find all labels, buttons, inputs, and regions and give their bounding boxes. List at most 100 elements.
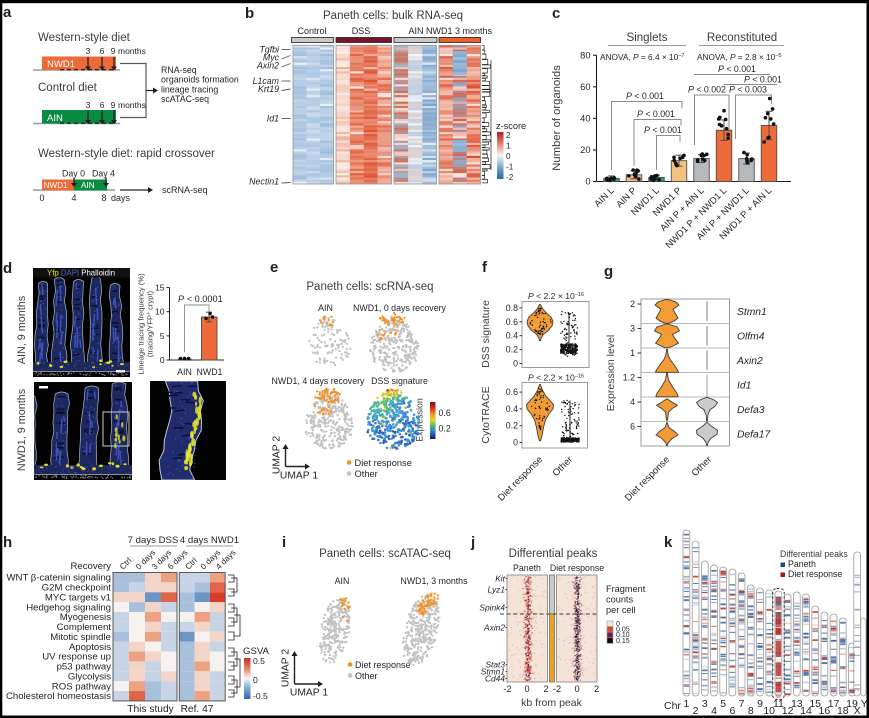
svg-text:7: 7 bbox=[739, 698, 745, 710]
svg-text:Ref. 47: Ref. 47 bbox=[181, 704, 214, 715]
svg-text:k: k bbox=[664, 534, 673, 551]
svg-text:ANOVA, P = 2.8 × 10–5: ANOVA, P = 2.8 × 10–5 bbox=[697, 52, 781, 62]
svg-text:ROS pathway: ROS pathway bbox=[52, 681, 111, 692]
svg-text:h: h bbox=[3, 534, 12, 551]
svg-text:4: 4 bbox=[630, 397, 635, 407]
svg-text:Cd44: Cd44 bbox=[485, 674, 505, 684]
svg-text:a: a bbox=[3, 4, 12, 21]
svg-text:G2M checkpoint: G2M checkpoint bbox=[42, 583, 112, 594]
svg-text:P < 2.2 × 10–16: P < 2.2 × 10–16 bbox=[528, 373, 584, 383]
svg-text:Diet response: Diet response bbox=[355, 458, 412, 468]
svg-text:0.4: 0.4 bbox=[506, 404, 518, 414]
svg-text:Recovery: Recovery bbox=[70, 561, 111, 572]
svg-text:0: 0 bbox=[506, 152, 511, 161]
svg-text:0: 0 bbox=[616, 621, 620, 628]
svg-text:e: e bbox=[270, 259, 278, 276]
svg-text:16: 16 bbox=[819, 705, 831, 717]
svg-text:8: 8 bbox=[101, 193, 106, 203]
svg-text:17: 17 bbox=[828, 698, 840, 710]
svg-text:19: 19 bbox=[846, 698, 858, 710]
svg-text:Paneth cells: bulk RNA-seq: Paneth cells: bulk RNA-seq bbox=[323, 10, 463, 22]
svg-text:AIN: AIN bbox=[335, 576, 350, 586]
svg-text:20: 20 bbox=[580, 145, 590, 155]
svg-text:0.2: 0.2 bbox=[506, 421, 518, 431]
svg-text:scRNA-seq: scRNA-seq bbox=[162, 185, 208, 195]
svg-text:AIN: AIN bbox=[81, 181, 95, 190]
svg-text:AIN: AIN bbox=[408, 26, 423, 36]
svg-text:0: 0 bbox=[160, 355, 165, 365]
svg-text:Paneth cells: scRNA-seq: Paneth cells: scRNA-seq bbox=[306, 281, 433, 293]
svg-text:AIN: AIN bbox=[47, 113, 63, 124]
svg-text:Stat3: Stat3 bbox=[485, 660, 505, 670]
svg-text:AIN: AIN bbox=[177, 367, 192, 377]
svg-text:days: days bbox=[111, 193, 131, 203]
svg-text:p53 pathway: p53 pathway bbox=[57, 662, 112, 673]
svg-text:NWD1: NWD1 bbox=[47, 59, 75, 70]
svg-text:g: g bbox=[604, 263, 613, 280]
svg-text:P < 0.0001: P < 0.0001 bbox=[178, 294, 223, 304]
svg-text:6: 6 bbox=[100, 46, 105, 56]
svg-text:9: 9 bbox=[111, 46, 116, 56]
svg-text:b: b bbox=[245, 5, 254, 22]
svg-text:Krt19: Krt19 bbox=[258, 84, 279, 94]
svg-text:9: 9 bbox=[757, 698, 763, 710]
svg-text:-0.5: -0.5 bbox=[253, 691, 268, 701]
svg-text:Axin2: Axin2 bbox=[256, 61, 279, 71]
svg-text:1: 1 bbox=[683, 698, 689, 710]
svg-text:UMAP 2: UMAP 2 bbox=[281, 649, 292, 687]
svg-text:per cell: per cell bbox=[606, 605, 636, 615]
svg-text:6: 6 bbox=[729, 705, 735, 717]
svg-text:Cholesterol homeostasis: Cholesterol homeostasis bbox=[6, 691, 111, 702]
svg-text:0.05: 0.05 bbox=[616, 627, 630, 634]
svg-text:Myc: Myc bbox=[263, 53, 280, 63]
svg-text:P < 0.001: P < 0.001 bbox=[644, 125, 682, 135]
svg-text:AIN: AIN bbox=[318, 303, 333, 313]
svg-text:DSS signature: DSS signature bbox=[480, 300, 492, 368]
svg-text:5: 5 bbox=[160, 331, 165, 341]
svg-text:Diet response: Diet response bbox=[788, 569, 842, 579]
svg-text:NWD1: NWD1 bbox=[44, 181, 69, 190]
svg-text:NWD1: NWD1 bbox=[197, 367, 223, 377]
svg-text:NWD1, 0 days recovery: NWD1, 0 days recovery bbox=[353, 303, 446, 313]
svg-text:AIN, 9 months: AIN, 9 months bbox=[16, 295, 28, 364]
svg-text:0.15: 0.15 bbox=[616, 638, 630, 645]
svg-text:Control: Control bbox=[297, 26, 326, 36]
svg-text:1: 1 bbox=[506, 142, 511, 151]
svg-text:Axin2: Axin2 bbox=[483, 623, 505, 633]
svg-text:6: 6 bbox=[100, 100, 105, 110]
svg-text:P < 0.002: P < 0.002 bbox=[688, 85, 726, 95]
svg-text:P < 0.001: P < 0.001 bbox=[718, 64, 756, 74]
svg-text:Day 0: Day 0 bbox=[62, 169, 85, 179]
svg-text:6: 6 bbox=[630, 422, 635, 432]
svg-text:CytoTRACE: CytoTRACE bbox=[480, 386, 492, 443]
svg-text:z-score: z-score bbox=[496, 121, 526, 131]
svg-text:-1: -1 bbox=[506, 163, 514, 172]
svg-text:Day 4: Day 4 bbox=[92, 169, 115, 179]
svg-text:3: 3 bbox=[86, 100, 91, 110]
svg-text:NWD1, 9 months: NWD1, 9 months bbox=[16, 388, 28, 471]
svg-text:0.6: 0.6 bbox=[439, 408, 451, 418]
svg-text:DSS signature: DSS signature bbox=[371, 376, 428, 386]
svg-text:Paneth: Paneth bbox=[513, 563, 541, 573]
svg-text:ANOVA, P = 6.4 × 10–7: ANOVA, P = 6.4 × 10–7 bbox=[600, 52, 684, 62]
svg-text:months: months bbox=[118, 100, 146, 110]
svg-text:Complement: Complement bbox=[57, 622, 112, 633]
svg-text:2: 2 bbox=[693, 705, 699, 717]
svg-text:Control diet: Control diet bbox=[38, 82, 98, 94]
svg-text:11: 11 bbox=[773, 698, 784, 710]
svg-text:2: 2 bbox=[594, 684, 599, 694]
svg-text:0: 0 bbox=[39, 193, 44, 203]
svg-text:Other: Other bbox=[355, 671, 378, 681]
svg-text:4: 4 bbox=[711, 705, 717, 717]
svg-text:Singlets: Singlets bbox=[627, 32, 668, 44]
svg-text:1.2: 1.2 bbox=[623, 373, 635, 383]
svg-text:Hedgehog signaling: Hedgehog signaling bbox=[26, 602, 111, 613]
svg-text:4 days NWD1: 4 days NWD1 bbox=[180, 535, 239, 546]
svg-text:Defa17: Defa17 bbox=[737, 429, 771, 440]
svg-text:Other: Other bbox=[355, 469, 378, 479]
svg-text:7 days DSS: 7 days DSS bbox=[128, 535, 179, 546]
svg-text:0: 0 bbox=[574, 684, 579, 694]
svg-text:UMAP 2: UMAP 2 bbox=[272, 436, 283, 474]
svg-text:13: 13 bbox=[791, 698, 803, 710]
svg-text:Tgfbi: Tgfbi bbox=[259, 45, 280, 55]
